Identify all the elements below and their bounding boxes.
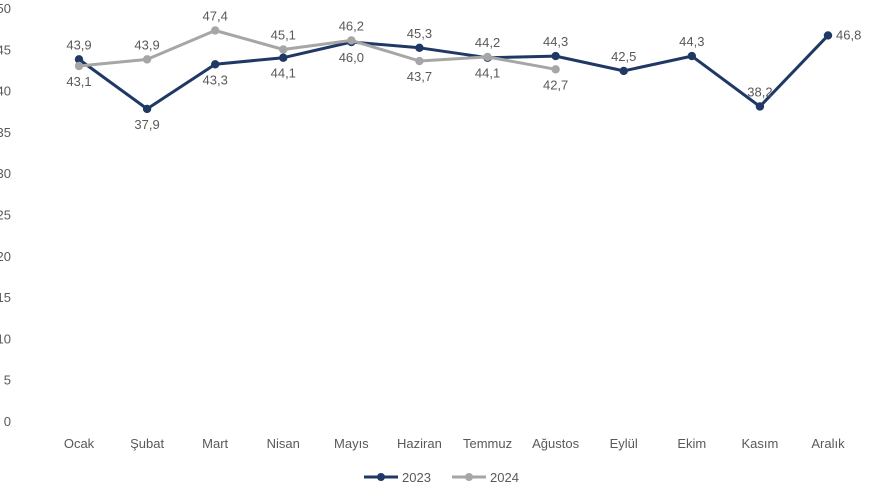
legend: 2023 2024 xyxy=(364,470,519,485)
y-tick-label: 50 xyxy=(0,1,11,16)
data-point-2024 xyxy=(142,55,152,64)
data-point-2023 xyxy=(210,60,220,69)
y-tick-label: 0 xyxy=(4,414,11,429)
series-line-2023 xyxy=(77,33,830,111)
y-axis: 0 5 10 15 20 25 30 35 40 45 50 xyxy=(0,1,11,429)
x-tick-label: Haziran xyxy=(397,436,442,451)
data-label-2024: 43,9 xyxy=(134,37,159,52)
data-point-2024 xyxy=(415,56,424,66)
x-tick-label: Eylül xyxy=(610,436,638,451)
x-axis: Ocak Şubat Mart Nisan Mayıs Haziran Temmuz Ağus… xyxy=(64,436,845,451)
data-label-2023: 38,2 xyxy=(747,84,772,99)
data-label-2023: 43,9 xyxy=(66,37,91,52)
data-point-2023 xyxy=(415,43,424,53)
y-tick-label: 30 xyxy=(0,166,11,181)
x-tick-label: Kasım xyxy=(741,436,778,451)
data-point-2024 xyxy=(74,61,84,71)
x-tick-label: Şubat xyxy=(130,436,164,451)
data-point-2023 xyxy=(619,66,628,76)
x-tick-label: Mart xyxy=(202,436,228,451)
legend-label-2024: 2024 xyxy=(490,470,519,485)
data-point-2023 xyxy=(279,53,288,62)
data-label-2024: 46,2 xyxy=(339,18,364,33)
y-tick-label: 35 xyxy=(0,125,11,140)
legend-marker-2024 xyxy=(465,473,473,481)
x-tick-label: Ekim xyxy=(677,436,706,451)
data-label-2023: 44,3 xyxy=(679,34,704,49)
data-point-2024 xyxy=(551,65,560,74)
data-label-2023: 45,3 xyxy=(407,26,432,41)
data-point-2023 xyxy=(823,31,833,40)
y-tick-label: 40 xyxy=(0,84,11,99)
data-point-2024 xyxy=(279,45,288,54)
data-label-2024: 45,1 xyxy=(271,27,296,42)
data-label-2023: 44,3 xyxy=(543,34,568,49)
series-layer xyxy=(74,26,833,114)
data-label-2024: 43,1 xyxy=(66,74,91,89)
data-point-2024 xyxy=(347,36,356,45)
data-point-2023 xyxy=(687,51,697,61)
data-label-2024: 47,4 xyxy=(203,8,228,23)
x-tick-label: Ağustos xyxy=(532,436,579,451)
data-label-2023: 46,8 xyxy=(836,27,861,42)
y-tick-label: 45 xyxy=(0,42,11,57)
data-label-2023: 42,5 xyxy=(611,49,636,64)
x-tick-label: Nisan xyxy=(267,436,300,451)
y-tick-label: 5 xyxy=(4,373,11,388)
x-tick-label: Mayıs xyxy=(334,436,369,451)
data-point-2024 xyxy=(210,26,220,35)
series-line-2024 xyxy=(77,29,558,71)
data-point-2023 xyxy=(142,104,152,114)
data-label-2024: 43,7 xyxy=(407,69,432,84)
data-label-layer: 43,9 37,9 43,3 44,1 46,0 45,3 44,1 44,3 42,5 44,3… xyxy=(66,8,861,131)
data-point-2023 xyxy=(551,51,560,61)
y-tick-label: 25 xyxy=(0,208,11,223)
y-tick-label: 15 xyxy=(0,290,11,305)
legend-label-2023: 2023 xyxy=(402,470,431,485)
data-point-2023 xyxy=(755,102,765,111)
data-point-2024 xyxy=(483,52,492,62)
data-label-2024: 42,7 xyxy=(543,77,568,92)
data-label-2023: 44,1 xyxy=(271,66,296,81)
legend-marker-2023 xyxy=(377,473,385,481)
x-tick-label: Ocak xyxy=(64,436,95,451)
x-tick-label: Aralık xyxy=(811,436,845,451)
x-tick-label: Temmuz xyxy=(463,436,512,451)
y-tick-label: 10 xyxy=(0,331,11,346)
y-tick-label: 20 xyxy=(0,249,11,264)
data-label-2024: 44,2 xyxy=(475,35,500,50)
data-label-2023: 44,1 xyxy=(475,66,500,81)
data-label-2023: 43,3 xyxy=(203,72,228,87)
data-point-2023 xyxy=(74,55,84,64)
data-label-2023: 46,0 xyxy=(339,50,364,65)
data-label-2023: 37,9 xyxy=(134,117,159,132)
